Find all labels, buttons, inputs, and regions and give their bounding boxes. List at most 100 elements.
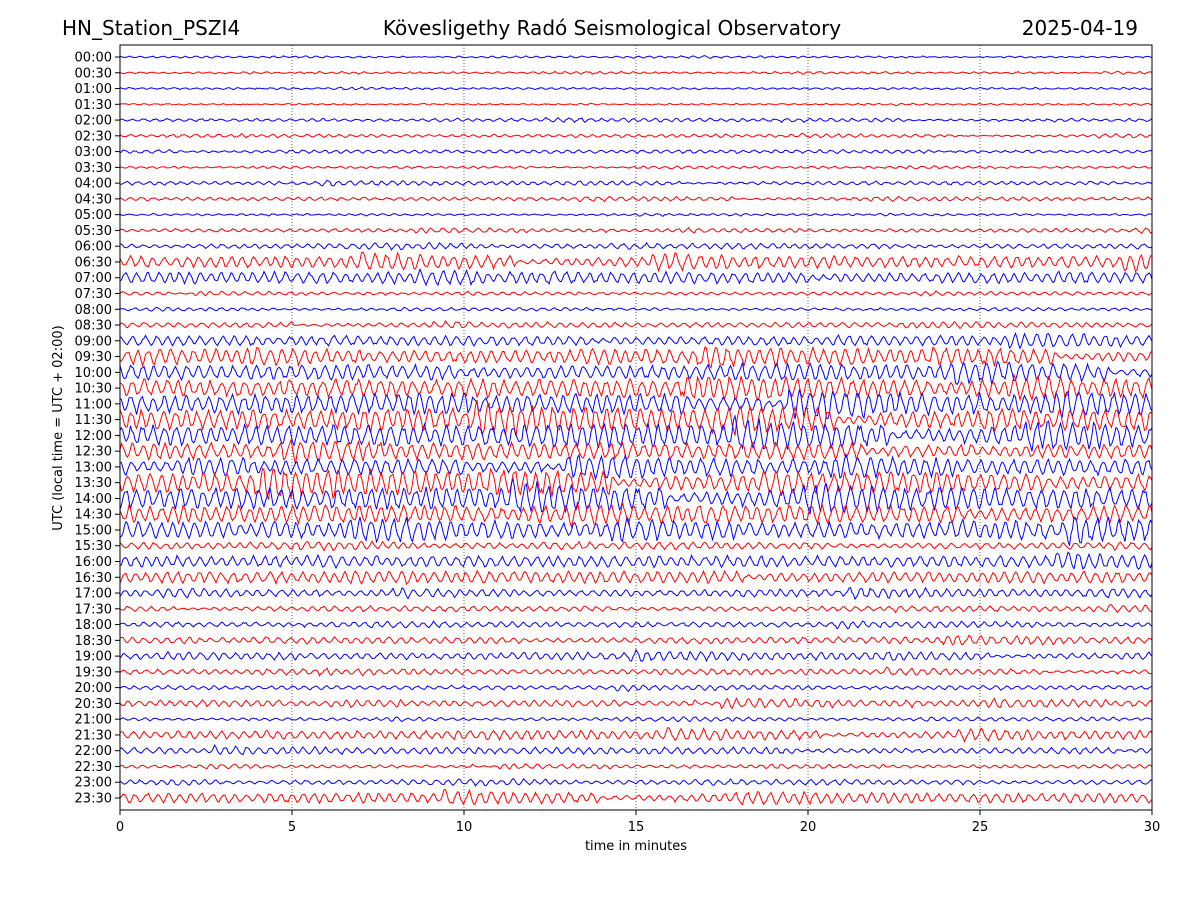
- trace-1000: [119, 360, 1153, 386]
- y-tick-label: 04:30: [75, 192, 112, 207]
- trace-2030: [119, 697, 1153, 710]
- trace-2330: [119, 788, 1153, 806]
- trace-0500: [119, 212, 1153, 217]
- y-tick-label: 22:30: [75, 760, 112, 775]
- trace-1800: [119, 620, 1153, 630]
- trace-0230: [119, 132, 1153, 139]
- y-tick-label: 05:30: [75, 224, 112, 239]
- y-tick-label: 06:00: [75, 240, 112, 255]
- x-tick-label: 30: [1144, 820, 1161, 835]
- y-tick-label: 22:00: [75, 744, 112, 759]
- y-tick-label: 10:30: [75, 382, 112, 397]
- y-tick-label: 09:30: [75, 350, 112, 365]
- y-tick-label: 11:30: [75, 413, 112, 428]
- y-tick-label: 08:00: [75, 303, 112, 318]
- trace-2130: [119, 727, 1153, 743]
- y-tick-label: 04:00: [75, 177, 112, 192]
- trace-1530: [119, 540, 1153, 552]
- trace-1730: [119, 604, 1153, 614]
- y-tick-label: 23:00: [75, 776, 112, 791]
- trace-1930: [119, 666, 1153, 677]
- y-tick-label: 16:30: [75, 571, 112, 586]
- trace-0400: [119, 179, 1153, 187]
- y-axis-label: UTC (local time = UTC + 02:00): [51, 325, 66, 530]
- y-tick-label: 06:30: [75, 255, 112, 270]
- y-tick-label: 15:00: [75, 523, 112, 538]
- trace-0130: [119, 102, 1152, 107]
- trace-1830: [119, 634, 1153, 646]
- trace-0030: [119, 70, 1153, 75]
- trace-0300: [119, 148, 1153, 155]
- trace-0000: [119, 55, 1153, 60]
- y-tick-label: 03:00: [75, 145, 112, 160]
- y-tick-label: 03:30: [75, 161, 112, 176]
- y-tick-label: 17:00: [75, 587, 112, 602]
- y-tick-label: 19:30: [75, 665, 112, 680]
- trace-0830: [119, 319, 1153, 330]
- y-tick-label: 18:30: [75, 634, 112, 649]
- y-tick-label: 14:30: [75, 508, 112, 523]
- y-tick-label: 18:00: [75, 618, 112, 633]
- y-tick-label: 01:30: [75, 98, 112, 113]
- trace-2300: [119, 777, 1153, 787]
- x-tick-label: 0: [116, 820, 124, 835]
- y-tick-label: 10:00: [75, 366, 112, 381]
- trace-1130: [119, 399, 1153, 437]
- y-tick-label: 07:00: [75, 271, 112, 286]
- y-tick-label: 05:00: [75, 208, 112, 223]
- x-ticks: 0 5 10 15 20 25 30: [116, 810, 1160, 835]
- trace-1600: [119, 551, 1153, 571]
- trace-1300: [119, 452, 1153, 481]
- chart-title: Kövesligethy Radó Seismological Observat…: [383, 16, 841, 40]
- trace-0730: [119, 289, 1153, 297]
- y-tick-label: 09:00: [75, 334, 112, 349]
- y-tick-label: 00:00: [75, 51, 112, 66]
- y-tick-label: 13:00: [75, 460, 112, 475]
- trace-0430: [119, 195, 1153, 203]
- trace-0700: [119, 268, 1153, 287]
- trace-0200: [119, 116, 1153, 124]
- y-tick-label: 00:30: [75, 66, 112, 81]
- trace-0330: [119, 165, 1153, 170]
- y-tick-label: 12:30: [75, 445, 112, 460]
- trace-2000: [119, 684, 1153, 693]
- y-tick-label: 07:30: [75, 287, 112, 302]
- trace-1700: [119, 586, 1153, 601]
- y-tick-label: 17:30: [75, 602, 112, 617]
- trace-0900: [119, 331, 1153, 350]
- y-tick-label: 08:30: [75, 319, 112, 334]
- y-tick-label: 11:00: [75, 397, 112, 412]
- trace-1500: [119, 515, 1153, 546]
- trace-0600: [119, 241, 1153, 251]
- trace-2200: [119, 744, 1153, 756]
- x-axis-label: time in minutes: [585, 839, 687, 854]
- y-tick-label: 02:30: [75, 129, 112, 144]
- trace-0100: [119, 86, 1153, 91]
- traces: [119, 55, 1153, 806]
- trace-1200: [119, 414, 1153, 452]
- x-tick-label: 15: [628, 820, 645, 835]
- trace-2100: [119, 716, 1153, 723]
- x-tick-label: 5: [288, 820, 296, 835]
- trace-2230: [119, 763, 1153, 770]
- y-tick-label: 01:00: [75, 82, 112, 97]
- trace-1100: [119, 388, 1153, 420]
- trace-1230: [119, 439, 1153, 465]
- y-tick-label: 20:30: [75, 697, 112, 712]
- trace-1430: [119, 501, 1153, 529]
- y-tick-label: 14:00: [75, 492, 112, 507]
- trace-0800: [119, 306, 1153, 312]
- trace-1400: [119, 477, 1153, 515]
- trace-0630: [119, 251, 1153, 273]
- trace-0530: [119, 226, 1153, 235]
- date-title: 2025-04-19: [1022, 16, 1138, 40]
- y-tick-label: 13:30: [75, 476, 112, 491]
- y-tick-label: 21:30: [75, 728, 112, 743]
- x-tick-label: 25: [972, 820, 989, 835]
- y-tick-label: 20:00: [75, 681, 112, 696]
- y-tick-label: 12:00: [75, 429, 112, 444]
- y-tick-label: 21:00: [75, 713, 112, 728]
- x-tick-label: 10: [456, 820, 473, 835]
- trace-1900: [119, 648, 1153, 663]
